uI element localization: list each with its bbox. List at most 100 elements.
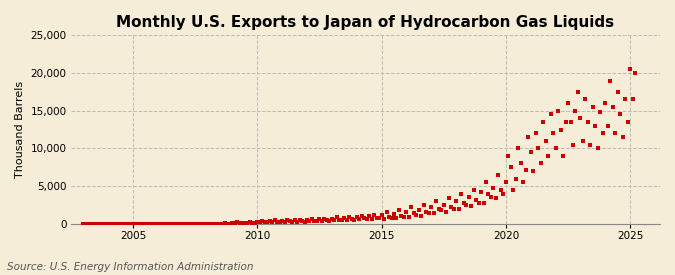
Point [230, 221, 240, 226]
Point [210, 221, 221, 226]
Point [461, 203, 472, 207]
Point [165, 222, 176, 226]
Point [386, 216, 397, 220]
Point [391, 216, 402, 220]
Point [500, 180, 511, 185]
Point [244, 220, 255, 224]
Point [103, 222, 113, 226]
Point [389, 212, 400, 216]
Point [476, 190, 487, 194]
Point [448, 207, 459, 211]
Point [369, 213, 379, 217]
Point [257, 219, 268, 223]
Point [334, 218, 345, 222]
Point [361, 216, 372, 221]
Point [101, 222, 111, 226]
Point [575, 116, 586, 120]
Point [98, 222, 109, 226]
Point [411, 213, 422, 217]
Point [531, 131, 541, 136]
Point [580, 97, 591, 102]
Point [329, 218, 340, 223]
Point [446, 205, 456, 210]
Point [194, 221, 205, 226]
Point [510, 176, 521, 181]
Point [287, 219, 298, 224]
Point [324, 219, 335, 223]
Point [516, 161, 526, 166]
Point [553, 109, 564, 113]
Point [135, 222, 146, 226]
Point [170, 221, 181, 226]
Point [622, 120, 633, 124]
Point [172, 222, 183, 226]
Point [299, 219, 310, 224]
Point [145, 222, 156, 226]
Point [485, 195, 496, 200]
Point [513, 146, 524, 151]
Point [108, 222, 119, 226]
Point [205, 221, 215, 226]
Point [520, 167, 531, 172]
Point [259, 220, 270, 224]
Point [590, 123, 601, 128]
Point [163, 222, 173, 226]
Point [306, 217, 317, 221]
Point [192, 221, 203, 226]
Point [441, 210, 452, 214]
Point [140, 222, 151, 226]
Point [232, 220, 243, 224]
Point [175, 222, 186, 226]
Point [331, 215, 342, 220]
Point [572, 90, 583, 94]
Point [185, 221, 196, 226]
Point [404, 215, 414, 219]
Point [627, 97, 638, 102]
Point [456, 191, 466, 196]
Point [367, 216, 377, 221]
Point [565, 120, 576, 124]
Y-axis label: Thousand Barrels: Thousand Barrels [15, 81, 25, 178]
Point [466, 204, 477, 208]
Point [578, 139, 589, 143]
Point [252, 219, 263, 224]
Point [262, 220, 273, 224]
Point [85, 222, 96, 226]
Point [182, 221, 193, 226]
Point [426, 205, 437, 210]
Point [379, 217, 389, 221]
Point [533, 146, 543, 151]
Point [597, 131, 608, 136]
Point [518, 180, 529, 185]
Point [342, 218, 352, 222]
Point [115, 222, 126, 226]
Point [508, 188, 518, 192]
Point [376, 213, 387, 217]
Point [242, 221, 252, 225]
Point [296, 219, 307, 223]
Point [560, 120, 571, 124]
Point [92, 222, 103, 226]
Point [302, 218, 313, 222]
Point [284, 219, 295, 224]
Point [240, 220, 250, 225]
Point [547, 131, 558, 136]
Point [453, 207, 464, 211]
Point [157, 221, 168, 226]
Point [585, 142, 596, 147]
Point [612, 90, 623, 94]
Point [113, 222, 124, 226]
Point [593, 146, 603, 151]
Point [543, 154, 554, 158]
Point [95, 222, 106, 226]
Title: Monthly U.S. Exports to Japan of Hydrocarbon Gas Liquids: Monthly U.S. Exports to Japan of Hydroca… [116, 15, 614, 30]
Point [401, 210, 412, 214]
Point [630, 71, 641, 75]
Point [142, 222, 153, 226]
Point [478, 200, 489, 205]
Point [423, 211, 434, 215]
Point [237, 221, 248, 225]
Point [234, 221, 245, 225]
Point [274, 220, 285, 224]
Point [558, 154, 568, 158]
